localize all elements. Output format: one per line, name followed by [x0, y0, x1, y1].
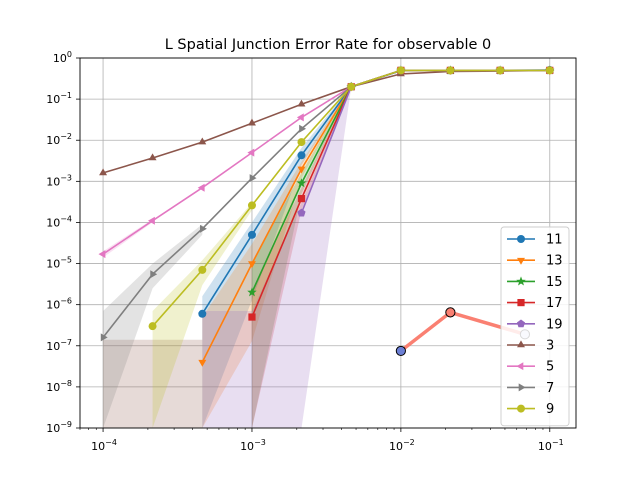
legend-label: 3 [546, 339, 554, 354]
y-tick-label: 10−8 [46, 379, 72, 394]
point-13 [198, 359, 207, 367]
point-3 [148, 153, 157, 161]
point-17 [297, 195, 306, 203]
legend-marker-15 [516, 276, 526, 286]
legend-label: 17 [546, 296, 563, 311]
y-tick-label: 10−2 [46, 132, 72, 147]
legend-marker-5 [516, 362, 524, 371]
legend-marker-9 [517, 404, 525, 413]
point-9 [247, 201, 256, 210]
x-tick-label: 10−1 [538, 438, 564, 453]
legend-marker-19 [516, 319, 526, 328]
band-15 [252, 85, 352, 429]
point-3 [247, 118, 256, 126]
x-tick-label: 10−4 [91, 438, 117, 453]
legend-marker-17 [517, 299, 525, 307]
point-17 [248, 313, 256, 321]
band-3 [103, 339, 203, 428]
point-11 [247, 230, 256, 239]
legend-label: 7 [546, 381, 554, 396]
y-tick-label: 10−7 [46, 338, 72, 353]
point-11 [297, 151, 306, 160]
point-9 [148, 322, 157, 331]
y-tick-label: 10−5 [46, 256, 72, 271]
point-13 [297, 166, 306, 174]
point-7 [150, 270, 158, 279]
point-11 [198, 309, 207, 318]
point-9 [496, 66, 505, 75]
point-9 [446, 66, 455, 75]
legend-label: 9 [546, 402, 554, 417]
point-extra [395, 345, 406, 357]
point-5 [247, 148, 255, 157]
point-15 [247, 287, 257, 297]
x-tick-label: 10−3 [240, 438, 266, 453]
y-tick-label: 100 [53, 50, 72, 65]
band-7 [103, 224, 203, 428]
point-7 [100, 333, 108, 342]
point-7 [299, 124, 307, 133]
band-9 [152, 202, 252, 428]
point-extra [445, 307, 456, 318]
point-9 [198, 265, 207, 274]
point-5 [296, 113, 304, 122]
legend-label: 13 [546, 254, 563, 269]
legend-marker-7 [518, 383, 526, 392]
legend-marker-11 [517, 235, 525, 243]
legend: 11 13 15 17 19 3 5 7 9 [500, 226, 570, 427]
line-3 [102, 69, 550, 174]
legend-label: 11 [546, 233, 563, 248]
legend-label: 5 [546, 360, 554, 375]
point-5 [98, 250, 106, 259]
chart-title: L Spatial Junction Error Rate for observ… [165, 37, 492, 53]
axis-ticks: 10−4 10−3 10−2 10−1 10−9 10−8 10−7 10−6 10−5 10−4… [46, 50, 563, 453]
point-7 [200, 224, 207, 233]
band-11 [202, 85, 352, 429]
point-9 [545, 66, 554, 75]
legend-marker-13 [517, 257, 525, 265]
point-7 [249, 174, 257, 183]
point-5 [147, 216, 155, 225]
y-tick-label: 10−3 [46, 173, 72, 188]
point-3 [99, 168, 108, 176]
y-tick-label: 10−1 [46, 91, 72, 106]
point-3 [198, 137, 207, 145]
point-5 [197, 183, 205, 192]
point-9 [297, 138, 306, 147]
point-9 [347, 82, 356, 91]
y-tick-label: 10−4 [46, 214, 72, 229]
point-9 [396, 66, 405, 75]
plot-frame [79, 57, 577, 429]
point-3 [297, 99, 306, 107]
point-15 [296, 178, 307, 188]
y-tick-label: 10−6 [46, 297, 72, 312]
legend-marker-3 [517, 340, 525, 348]
point-13 [247, 261, 256, 269]
x-tick-label: 10−2 [389, 438, 415, 453]
point-19 [297, 208, 306, 217]
legend-label: 19 [546, 317, 563, 332]
band-17 [252, 85, 352, 429]
legend-box [500, 226, 570, 427]
y-tick-label: 10−9 [46, 420, 72, 435]
legend-label: 15 [546, 275, 563, 290]
